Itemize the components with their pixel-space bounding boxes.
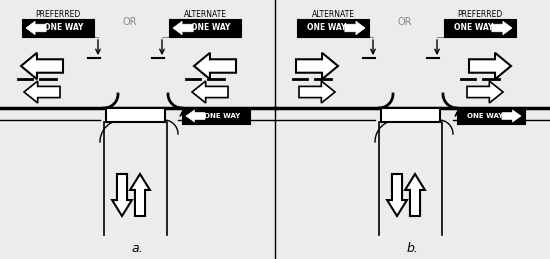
FancyBboxPatch shape <box>169 19 241 37</box>
Text: ONE WAY: ONE WAY <box>204 113 240 119</box>
FancyBboxPatch shape <box>297 19 369 37</box>
Polygon shape <box>26 21 46 35</box>
Polygon shape <box>186 110 205 122</box>
Polygon shape <box>467 81 503 103</box>
FancyBboxPatch shape <box>22 19 94 37</box>
Text: a.: a. <box>131 241 143 255</box>
Text: ONE WAY: ONE WAY <box>467 113 503 119</box>
Text: OR: OR <box>398 17 412 27</box>
Text: ONE WAY: ONE WAY <box>307 24 346 32</box>
Polygon shape <box>112 174 132 216</box>
Polygon shape <box>345 21 365 35</box>
Text: ALTERNATE: ALTERNATE <box>184 10 227 19</box>
FancyBboxPatch shape <box>444 19 516 37</box>
Text: PREFERRED: PREFERRED <box>458 10 503 19</box>
Polygon shape <box>24 81 60 103</box>
Text: ONE WAY: ONE WAY <box>454 24 494 32</box>
Polygon shape <box>194 53 236 79</box>
Text: PREFERRED: PREFERRED <box>35 10 81 19</box>
Polygon shape <box>296 53 338 79</box>
Polygon shape <box>405 174 425 216</box>
Polygon shape <box>130 174 150 216</box>
Bar <box>381 108 440 122</box>
Text: ONE WAY: ONE WAY <box>191 24 230 32</box>
Polygon shape <box>387 174 407 216</box>
Text: OR: OR <box>123 17 138 27</box>
FancyBboxPatch shape <box>457 108 525 124</box>
Polygon shape <box>469 53 511 79</box>
Text: ALTERNATE: ALTERNATE <box>311 10 355 19</box>
Polygon shape <box>192 81 228 103</box>
Polygon shape <box>299 81 335 103</box>
Polygon shape <box>173 21 193 35</box>
Bar <box>106 108 165 122</box>
Polygon shape <box>502 110 521 122</box>
Text: b.: b. <box>406 241 418 255</box>
Polygon shape <box>21 53 63 79</box>
Text: ONE WAY: ONE WAY <box>45 24 84 32</box>
Polygon shape <box>492 21 512 35</box>
FancyBboxPatch shape <box>182 108 250 124</box>
